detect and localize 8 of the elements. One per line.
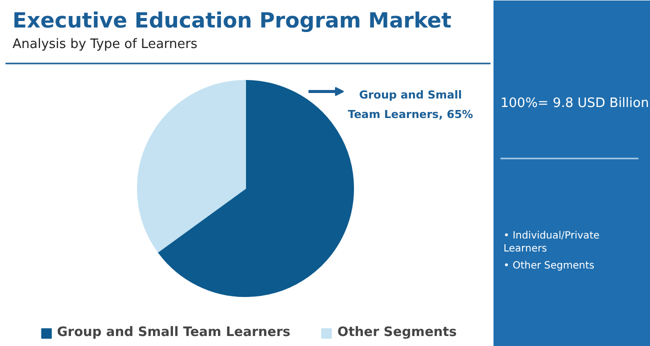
legend-label: Group and Small Team Learners — [57, 325, 290, 340]
chart-title: Executive Education Program Market — [12, 8, 452, 32]
data-label: Group and Small Team Learners, 65% — [348, 88, 474, 121]
legend-label: Other Segments — [337, 325, 457, 340]
chart-subtitle: Analysis by Type of Learners — [12, 37, 198, 52]
text: 100%= 9.8 USD Billion — [500, 96, 649, 111]
text: • Individual/Private Learners — [504, 230, 600, 255]
text: • Other Segments — [504, 260, 594, 272]
